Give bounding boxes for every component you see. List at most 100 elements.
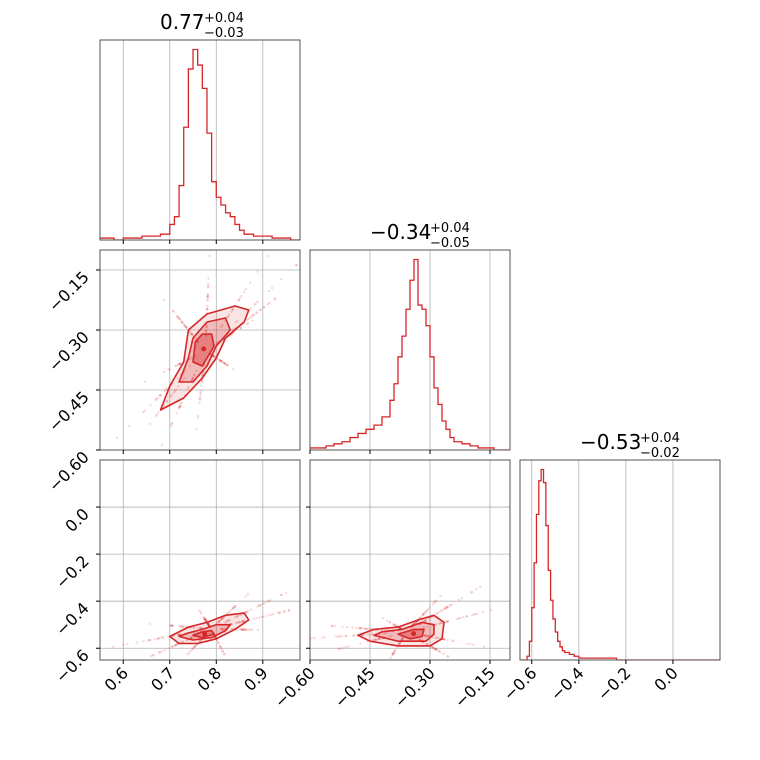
sample-point bbox=[199, 393, 202, 396]
panel-frame bbox=[99, 459, 301, 661]
sample-point bbox=[418, 638, 421, 641]
contour-level-1 bbox=[159, 305, 250, 411]
sample-point bbox=[180, 401, 183, 404]
sample-point bbox=[352, 634, 356, 637]
sample-point bbox=[170, 394, 173, 397]
sample-point bbox=[205, 324, 208, 327]
sample-point bbox=[193, 373, 196, 376]
sample-point bbox=[188, 364, 192, 368]
sample-point bbox=[398, 626, 402, 630]
sample-point bbox=[184, 325, 187, 328]
sample-point bbox=[233, 605, 237, 608]
sample-point bbox=[206, 299, 209, 302]
sample-point bbox=[170, 645, 174, 648]
panel-0-0: 0.77 +0.04−0.03 bbox=[99, 10, 301, 244]
sample-point bbox=[241, 628, 244, 631]
sample-point bbox=[181, 640, 184, 644]
sample-point bbox=[179, 625, 183, 628]
sample-point bbox=[277, 611, 280, 615]
sample-point bbox=[219, 645, 222, 649]
sample-point bbox=[190, 332, 193, 335]
sample-point bbox=[255, 616, 258, 620]
sample-point bbox=[434, 623, 437, 626]
sample-point bbox=[177, 385, 180, 388]
sample-point bbox=[392, 652, 395, 655]
sample-point bbox=[330, 624, 334, 628]
x-tick-label: 0.0 bbox=[650, 663, 681, 694]
sample-point bbox=[172, 310, 175, 313]
sample-point bbox=[179, 362, 182, 365]
sample-point bbox=[189, 649, 192, 653]
sample-point bbox=[219, 619, 222, 622]
sample-point bbox=[195, 428, 198, 431]
panel-title-value: 0.77 bbox=[160, 10, 205, 34]
sample-point bbox=[455, 617, 459, 621]
sample-point bbox=[458, 616, 462, 620]
sample-point bbox=[231, 308, 234, 311]
sample-point bbox=[217, 620, 220, 624]
sample-point bbox=[190, 636, 194, 639]
sample-point bbox=[186, 387, 190, 391]
sample-point bbox=[221, 627, 224, 631]
sample-point bbox=[223, 362, 226, 365]
sample-point bbox=[346, 645, 350, 648]
sample-point bbox=[426, 634, 429, 638]
sample-point bbox=[456, 661, 458, 663]
sample-point bbox=[355, 626, 358, 630]
sample-point bbox=[265, 600, 269, 603]
sample-point bbox=[193, 645, 196, 649]
sample-point bbox=[457, 598, 461, 602]
sample-point bbox=[434, 623, 437, 626]
sample-point bbox=[441, 608, 444, 612]
sample-point bbox=[143, 380, 147, 383]
sample-point bbox=[422, 613, 425, 616]
sample-point bbox=[425, 618, 428, 622]
sample-point bbox=[472, 643, 475, 646]
sample-point bbox=[282, 610, 286, 613]
sample-point bbox=[177, 625, 181, 628]
sample-point bbox=[340, 646, 344, 650]
sample-point bbox=[238, 628, 242, 631]
sample-point bbox=[279, 611, 282, 614]
panel-2-1: −0.60 −0.45 −0.30 −0.15 bbox=[271, 459, 511, 711]
sample-point bbox=[446, 638, 449, 642]
panel-frame bbox=[309, 249, 511, 451]
sample-point bbox=[174, 643, 178, 647]
sample-point bbox=[205, 329, 208, 332]
sample-point bbox=[177, 316, 180, 319]
sample-point bbox=[445, 606, 448, 609]
sample-point bbox=[223, 628, 226, 631]
sample-point bbox=[177, 633, 180, 637]
sample-point bbox=[223, 362, 227, 365]
sample-point bbox=[216, 641, 220, 644]
sample-point bbox=[240, 620, 244, 623]
x-tick-label: −0.45 bbox=[331, 663, 379, 711]
sample-point bbox=[479, 585, 482, 589]
sample-point bbox=[192, 626, 196, 629]
sample-point bbox=[151, 464, 153, 466]
sample-point bbox=[207, 623, 210, 627]
sample-point bbox=[205, 326, 208, 330]
plot-area bbox=[310, 258, 510, 450]
sample-point bbox=[371, 633, 374, 636]
sample-point bbox=[473, 613, 477, 616]
sample-point bbox=[389, 656, 392, 659]
sample-point bbox=[143, 409, 146, 413]
sample-point bbox=[370, 633, 374, 636]
sample-point bbox=[438, 650, 441, 653]
sample-point bbox=[423, 634, 427, 637]
sample-point bbox=[446, 605, 450, 608]
sample-point bbox=[345, 625, 349, 629]
panel-title-plus: +0.04 bbox=[204, 11, 244, 26]
sample-point bbox=[204, 618, 207, 622]
sample-point bbox=[226, 315, 229, 319]
sample-point bbox=[248, 316, 252, 319]
sample-point bbox=[433, 601, 436, 604]
sample-point bbox=[280, 593, 283, 596]
sample-point bbox=[280, 278, 283, 281]
sample-point bbox=[194, 644, 197, 647]
sample-point bbox=[200, 380, 204, 383]
sample-point bbox=[196, 414, 200, 417]
sample-point bbox=[250, 315, 253, 318]
sample-point bbox=[425, 642, 429, 646]
